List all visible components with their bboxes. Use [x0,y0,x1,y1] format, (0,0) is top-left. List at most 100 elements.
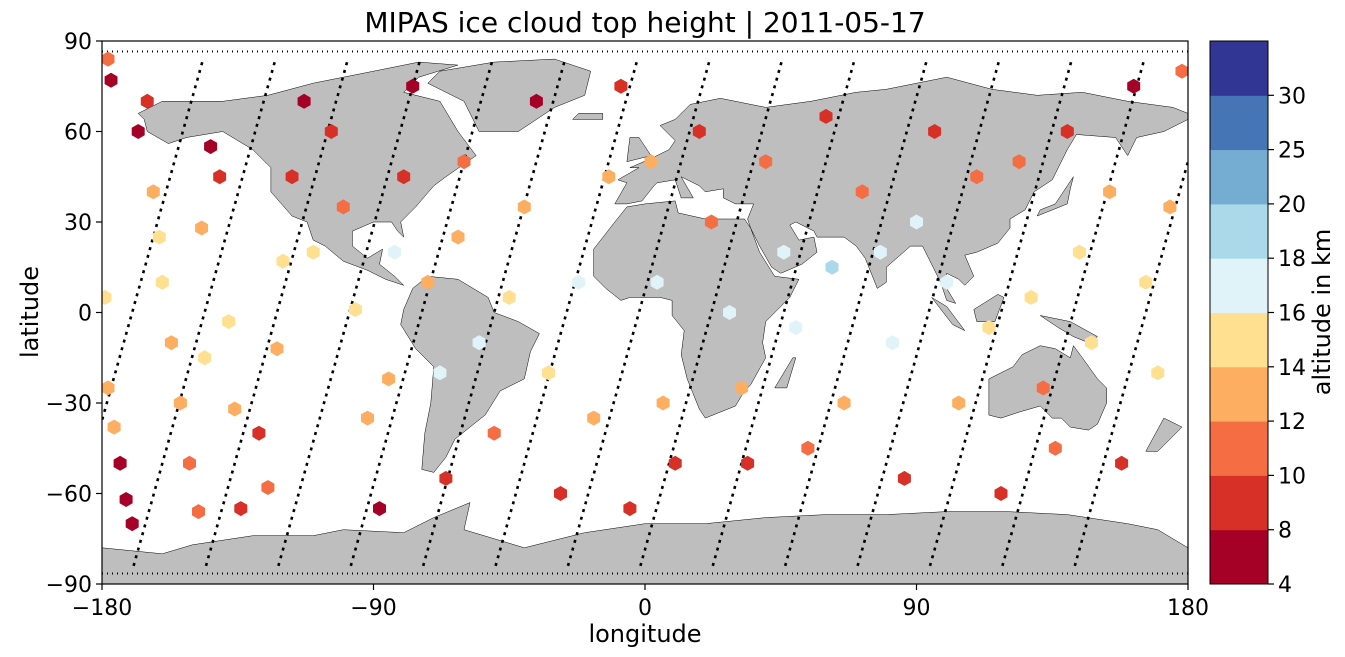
cloud-point [1048,440,1062,456]
cloud-point [164,335,178,351]
cloud-point [994,486,1008,501]
cloud-point [1024,289,1038,305]
colorbar-tick-label: 16 [1278,302,1306,327]
cloud-point [1175,63,1188,79]
cloud-point [195,220,208,236]
land-masses [102,58,1188,584]
cloud-point [735,380,748,396]
cloud-point [155,274,169,290]
cloud-point [1127,78,1141,94]
land-polygon-4 [593,200,800,419]
cloud-point [234,501,248,517]
cloud-point [361,410,374,426]
x-tick-label: −180 [72,596,132,621]
colorbar-segment [1210,203,1268,259]
colorbar-segment [1210,149,1268,205]
cloud-point [152,229,166,245]
colorbar-segment [1210,529,1268,585]
cloud-point [825,259,839,275]
cloud-point [952,395,966,411]
cloud-point [213,169,227,185]
cloud-point [897,470,911,486]
cloud-point [668,455,682,471]
colorbar-tick-label: 20 [1278,193,1306,218]
colorbar-tick-label: 30 [1278,84,1306,109]
cloud-point [297,93,311,109]
land-polygon-5 [774,357,797,389]
cloud-point [692,124,706,139]
colorbar-tick-label: 18 [1278,247,1306,272]
colorbar-tick-label: 4 [1278,573,1292,598]
cloud-point [348,302,362,317]
cloud-point [421,274,435,290]
cloud-point [119,492,133,507]
cloud-point [1139,274,1153,290]
cloud-point [140,93,154,109]
cloud-point [801,440,815,456]
cloud-point [198,350,212,366]
cloud-point [439,470,453,486]
colorbar-segment [1210,421,1268,476]
x-axis-ticks: −180 −90 0 90 180 [72,584,1209,621]
y-tick-label: 90 [64,30,92,55]
land-polygon-11 [626,137,652,163]
cloud-point [650,274,664,290]
cloud-point [970,169,984,185]
land-polygon-0 [137,61,477,286]
chart-title: MIPAS ice cloud top height | 2011-05-17 [364,6,925,39]
cloud-point [789,320,803,336]
x-tick-label: −90 [350,596,396,621]
cloud-point [107,419,121,435]
colorbar-label: altitude in km [1308,229,1336,396]
cloud-point [614,78,628,94]
cloud-point [102,289,112,305]
colorbar-tick-label: 10 [1278,464,1306,489]
cloud-point [910,214,923,230]
land-polygon-12 [571,113,604,120]
cloud-point [113,455,127,471]
world-map [102,41,1188,584]
land-polygon-2 [427,58,591,132]
cloud-point [173,395,187,411]
y-tick-label: 0 [78,302,92,327]
cloud-point [1072,244,1086,260]
cloud-point [873,244,887,260]
cloud-point [222,314,236,330]
colorbar-tick-label: 12 [1278,410,1306,435]
land-polygon-1 [400,276,540,473]
cloud-point [1085,335,1098,351]
x-axis-label: longitude [588,620,701,648]
cloud-point [433,365,447,381]
cloud-point [855,184,869,200]
cloud-point [125,516,139,532]
cloud-point [451,229,465,245]
cloud-point [382,371,396,387]
cloud-point [457,154,471,170]
cloud-point [602,169,616,185]
cloud-point [270,341,284,357]
cloud-points [102,51,1188,532]
cloud-point [1012,154,1026,170]
cloud-point [542,365,555,381]
cloud-point [397,169,411,185]
colorbar-segment [1210,475,1268,531]
cloud-point [819,108,833,124]
cloud-point [982,320,996,336]
cloud-point [388,244,402,260]
cloud-point [1163,199,1177,215]
y-tick-label: −60 [46,483,92,508]
cloud-point [1036,380,1050,396]
colorbar-segment [1210,41,1268,96]
cloud-point [276,253,290,269]
y-tick-label: −90 [46,573,92,598]
cloud-point [885,335,899,351]
colorbar-segment [1210,312,1268,368]
cloud-point [1115,455,1129,471]
cloud-point [1060,124,1074,139]
cloud-point [656,395,670,411]
land-polygon-9 [973,294,1005,322]
colorbar-tick-label: 14 [1278,356,1306,381]
cloud-point [228,401,242,417]
colorbar: 4 8 10 12 14 16 18 20 25 30 [1209,40,1306,598]
